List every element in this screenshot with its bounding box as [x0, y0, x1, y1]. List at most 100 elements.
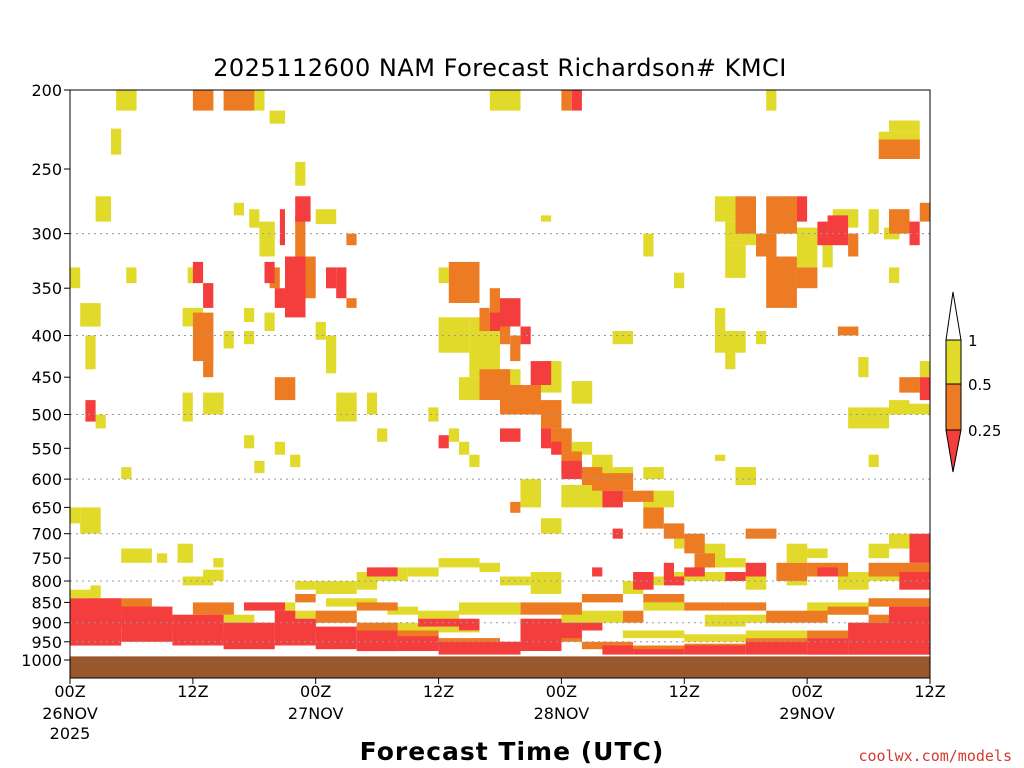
cell-ri-05-1 — [868, 543, 890, 559]
cell-ri-025-05 — [633, 645, 685, 651]
cell-ri-lt-025 — [489, 312, 500, 331]
cell-ri-05-1 — [80, 303, 101, 327]
date-label: 27NOV — [288, 704, 344, 723]
cell-ri-05-1 — [315, 581, 357, 594]
cell-ri-05-1 — [407, 567, 439, 577]
cell-ri-05-1 — [269, 110, 285, 124]
cell-ri-05-1 — [95, 196, 111, 222]
cell-ri-lt-025 — [438, 435, 449, 449]
cell-ri-05-1 — [315, 321, 326, 340]
cell-ri-05-1 — [766, 90, 777, 111]
cell-ri-lt-025 — [223, 622, 275, 650]
cell-ri-05-1 — [448, 428, 459, 442]
cell-ri-lt-025 — [244, 602, 285, 611]
cell-ri-05-1 — [121, 467, 132, 480]
legend: 1 0.5 0.25 — [945, 291, 1001, 473]
cell-ri-025-05 — [274, 377, 296, 401]
cell-ri-05-1 — [157, 553, 168, 563]
cell-ri-05-1 — [290, 454, 301, 468]
cell-ri-025-05 — [848, 233, 859, 257]
cell-ri-05-1 — [725, 245, 746, 278]
cell-ri-025-05 — [356, 602, 398, 611]
cell-ri-025-05 — [766, 256, 797, 308]
cell-ri-05-1 — [177, 543, 193, 563]
cell-ri-025-05 — [899, 377, 920, 393]
y-tick-label: 500 — [31, 406, 62, 425]
cell-ri-05-1 — [868, 454, 879, 468]
cell-ri-025-05 — [510, 335, 521, 362]
date-label: 28NOV — [534, 704, 590, 723]
cell-ri-05-1 — [622, 630, 685, 639]
cell-ri-05-1 — [203, 569, 224, 581]
cell-ri-025-05 — [489, 288, 500, 318]
cell-ri-05-1 — [889, 533, 910, 549]
y-tick-label: 750 — [31, 549, 62, 568]
chart-title: 2025112600 NAM Forecast Richardson# KMCI — [213, 54, 787, 82]
cell-ri-lt-025 — [561, 622, 582, 639]
cell-ri-lt-025 — [279, 209, 285, 246]
cell-ri-lt-025 — [500, 298, 521, 327]
cell-ri-05-1 — [438, 267, 449, 284]
cell-ri-05-1 — [213, 614, 255, 623]
cell-ri-lt-025 — [602, 490, 623, 508]
cell-ri-025-05 — [356, 622, 398, 631]
cell-ri-lt-025 — [121, 606, 173, 642]
cell-ri-lt-025 — [663, 576, 685, 586]
cell-ri-05-1 — [822, 233, 833, 268]
cell-ri-05-1 — [259, 221, 275, 257]
cell-ri-lt-025 — [909, 221, 920, 246]
legend-label-1: 1 — [968, 332, 978, 350]
cell-ri-05-1 — [111, 128, 122, 155]
cell-ri-05-1 — [735, 467, 756, 485]
cell-ri-lt-025 — [366, 567, 398, 577]
cell-ri-05-1 — [715, 307, 726, 332]
cell-ri-lt-025 — [315, 626, 357, 650]
cell-ri-025-05 — [500, 321, 511, 345]
cell-ri-025-05 — [878, 139, 920, 159]
cell-ri-05-1 — [899, 403, 930, 415]
cell-ri-025-05 — [837, 326, 859, 336]
y-tick-label: 650 — [31, 498, 62, 517]
cell-ri-05-1 — [295, 161, 306, 186]
cell-ri-05-1 — [203, 392, 224, 415]
y-tick-label: 700 — [31, 525, 62, 544]
cell-ri-lt-025 — [909, 533, 930, 563]
cell-ri-025-05 — [796, 267, 818, 289]
cell-ri-lt-025 — [500, 428, 521, 442]
cell-ri-05-1 — [377, 622, 429, 631]
credit-link[interactable]: coolwx.com/models — [858, 747, 1012, 765]
cell-ri-05-1 — [694, 572, 726, 581]
cell-ri-025-05 — [919, 202, 930, 222]
cell-ri-05-1 — [735, 331, 746, 353]
cell-ri-025-05 — [684, 533, 705, 554]
x-tick-label: 12Z — [669, 682, 700, 701]
cell-ri-025-05 — [561, 90, 572, 111]
cell-ri-lt-025 — [663, 562, 674, 577]
cell-ri-05-1 — [459, 377, 480, 401]
y-tick-label: 850 — [31, 593, 62, 612]
y-tick-label: 800 — [31, 572, 62, 591]
legend-label-05: 0.5 — [968, 376, 992, 394]
cell-ri-025-05 — [694, 553, 715, 568]
cell-ri-05-1 — [244, 435, 255, 449]
cell-ri-05-1 — [244, 307, 255, 322]
cell-ri-05-1 — [182, 392, 193, 422]
cell-ri-025-05 — [192, 312, 214, 362]
ground-surface — [70, 656, 930, 678]
cell-ri-025-05 — [295, 215, 306, 268]
cell-ri-05-1 — [428, 626, 480, 633]
cell-ri-05-1 — [643, 467, 664, 480]
cell-ri-lt-025 — [356, 630, 398, 652]
cell-ri-05-1 — [387, 606, 419, 615]
cell-ri-lt-025 — [633, 572, 654, 590]
cell-ri-05-1 — [85, 335, 96, 370]
cell-ri-05-1 — [479, 562, 500, 572]
cell-ri-lt-025 — [919, 377, 930, 401]
cell-ri-05-1 — [80, 507, 101, 534]
cell-ri-05-1 — [126, 267, 137, 284]
cell-ri-lt-025 — [684, 567, 705, 577]
year-label: 2025 — [50, 724, 91, 743]
cell-ri-05-1 — [796, 227, 818, 268]
cell-ri-025-05 — [776, 562, 808, 581]
